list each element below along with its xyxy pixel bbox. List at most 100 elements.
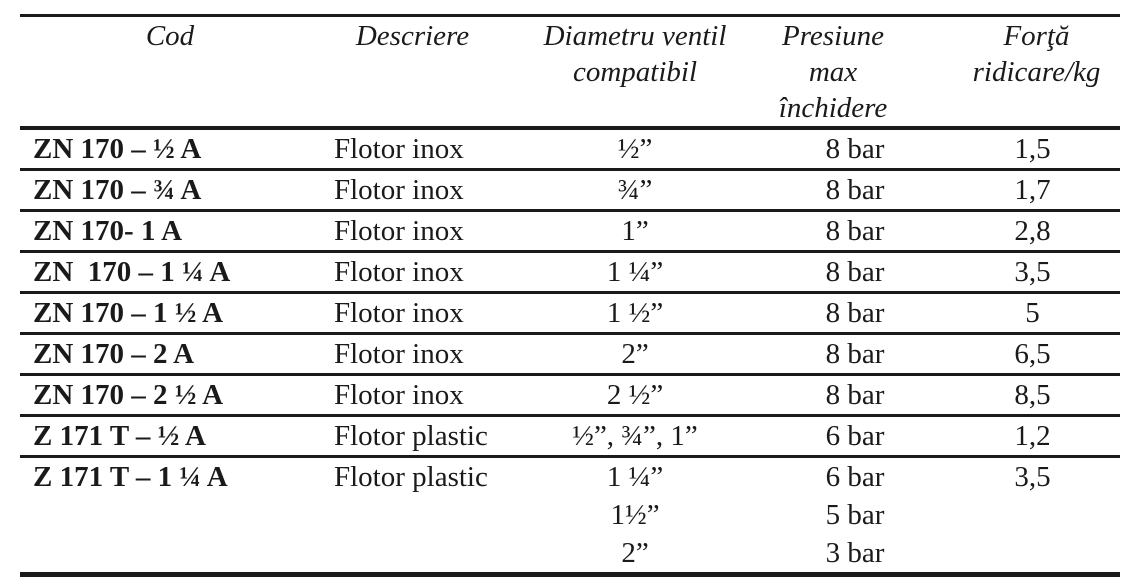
diametru-cell-line: ¾” [617,174,653,206]
table-row: ZN 170 – 2 A Flotor inox 2” 8 bar 6,5 [20,333,1120,375]
column-header-line: Forţă [1003,20,1070,52]
presiune-cell: 8 bar [765,128,945,170]
presiune-cell-line: 8 bar [825,297,885,329]
forta-cell: 3,5 [945,457,1120,575]
diametru-cell: 2” [505,334,765,375]
forta-cell: 5 [945,293,1120,334]
presiune-cell-line: 8 bar [825,256,885,288]
diametru-cell: ¾” [505,170,765,211]
column-header-line: compatibil [572,56,698,88]
forta-cell: 1,7 [945,170,1120,211]
forta-cell: 1,2 [945,416,1120,457]
table-row: ZN 170 – ¾ A Flotor inox ¾” 8 bar 1,7 [20,169,1120,211]
descriere-cell: Flotor inox [334,379,464,411]
diametru-cell-line: 1” [621,215,649,247]
forta-cell: 2,8 [945,211,1120,252]
presiune-cell: 8 bar [765,375,945,416]
diametru-cell-line: 1 ¼” [606,461,664,493]
forta-cell-line: 8,5 [1014,379,1051,411]
cod-cell: ZN 170 – 2 A [33,338,195,370]
cod-cell: ZN 170 – 1 ½ A [33,297,224,329]
forta-cell: 3,5 [945,252,1120,293]
forta-cell-line: 1,2 [1014,420,1051,452]
product-table: Cod Descriere Diametru ventil compatibil… [20,14,1120,577]
diametru-cell-line: 2” [621,338,649,370]
descriere-cell: Flotor inox [334,133,464,165]
forta-cell-line: 3,5 [1014,256,1051,288]
diametru-cell-line: ½” [617,133,653,165]
descriere-cell: Flotor inox [334,215,464,247]
presiune-cell-line: 8 bar [825,133,885,165]
cod-cell: Z 171 T – 1 ¼ A [33,461,228,493]
cod-cell: ZN 170- 1 A [33,215,183,247]
forta-cell: 1,5 [945,128,1120,170]
cod-cell: ZN 170 – 2 ½ A [33,379,224,411]
forta-cell-line: 5 [1025,297,1040,329]
descriere-cell: Flotor plastic [334,461,488,493]
presiune-cell: 8 bar [765,170,945,211]
descriere-cell: Flotor inox [334,174,464,206]
column-header-line: Presiune max [781,20,884,88]
column-header-line: ridicare/kg [972,56,1101,88]
cod-cell: ZN 170 – ½ A [33,133,202,165]
diametru-cell: 1 ¼” 1½” 2” [505,457,765,575]
descriere-cell: Flotor inox [334,256,464,288]
column-header-line: închidere [778,92,888,124]
presiune-cell-line: 6 bar [825,461,885,493]
forta-cell-line: 1,7 [1014,174,1051,206]
column-header-line: Cod [145,20,195,52]
diametru-cell: 2 ½” [505,375,765,416]
table-row: ZN 170 – 1 ¼ A Flotor inox 1 ¼” 8 bar 3,5 [20,251,1120,293]
table-row: Z 171 T – ½ A Flotor plastic ½”, ¾”, 1” 6 b… [20,415,1120,457]
table-row: Z 171 T – 1 ¼ A Flotor plastic 1 ¼” 1½” 2” 6 … [20,456,1120,575]
cod-cell: Z 171 T – ½ A [33,420,206,452]
forta-cell-line: 1,5 [1014,133,1051,165]
presiune-cell-line: 8 bar [825,215,885,247]
diametru-cell-line: 2 ½” [606,379,664,411]
column-header-descriere: Descriere [320,16,505,129]
table-header: Cod Descriere Diametru ventil compatibil… [20,16,1120,129]
presiune-cell: 8 bar [765,334,945,375]
diametru-cell: 1 ¼” [505,252,765,293]
diametru-cell: 1 ½” [505,293,765,334]
presiune-cell-line: 6 bar [825,420,885,452]
diametru-cell-line: ½”, ¾”, 1” [572,420,698,452]
descriere-cell: Flotor inox [334,338,464,370]
diametru-cell-line: 1 ½” [606,297,664,329]
presiune-cell-line: 8 bar [825,338,885,370]
presiune-cell-line: 8 bar [825,174,885,206]
diametru-cell: ½”, ¾”, 1” [505,416,765,457]
presiune-cell-line: 8 bar [825,379,885,411]
forta-cell-line: 3,5 [1014,461,1051,493]
diametru-cell: ½” [505,128,765,170]
column-header-line: Diametru ventil [543,20,727,52]
presiune-cell-line: 3 bar [825,537,885,569]
table-row: ZN 170 – 2 ½ A Flotor inox 2 ½” 8 bar 8,5 [20,374,1120,416]
table-body: ZN 170 – ½ A Flotor inox ½” 8 bar 1,5 ZN 170 … [20,128,1120,575]
forta-cell-line: 6,5 [1014,338,1051,370]
column-header-forta: Forţă ridicare/kg [945,16,1120,129]
presiune-cell-line: 5 bar [825,499,885,531]
cod-cell: ZN 170 – ¾ A [33,174,202,206]
diametru-cell: 1” [505,211,765,252]
forta-cell: 6,5 [945,334,1120,375]
table-row: ZN 170- 1 A Flotor inox 1” 8 bar 2,8 [20,210,1120,252]
presiune-cell: 8 bar [765,252,945,293]
diametru-cell-line: 1½” [610,499,660,531]
table-row: ZN 170 – 1 ½ A Flotor inox 1 ½” 8 bar 5 [20,292,1120,334]
column-header-line: Descriere [355,20,470,52]
cod-cell: ZN 170 – 1 ¼ A [33,256,231,288]
table-row: ZN 170 – ½ A Flotor inox ½” 8 bar 1,5 [20,128,1120,170]
column-header-presiune: Presiune max închidere [765,16,945,129]
forta-cell: 8,5 [945,375,1120,416]
product-table-container: Cod Descriere Diametru ventil compatibil… [20,14,1120,577]
presiune-cell: 8 bar [765,211,945,252]
diametru-cell-line: 2” [621,537,649,569]
descriere-cell: Flotor plastic [334,420,488,452]
diametru-cell-line: 1 ¼” [606,256,664,288]
presiune-cell: 8 bar [765,293,945,334]
header-row: Cod Descriere Diametru ventil compatibil… [20,16,1120,129]
presiune-cell: 6 bar [765,416,945,457]
column-header-diametru: Diametru ventil compatibil [505,16,765,129]
presiune-cell: 6 bar 5 bar 3 bar [765,457,945,575]
